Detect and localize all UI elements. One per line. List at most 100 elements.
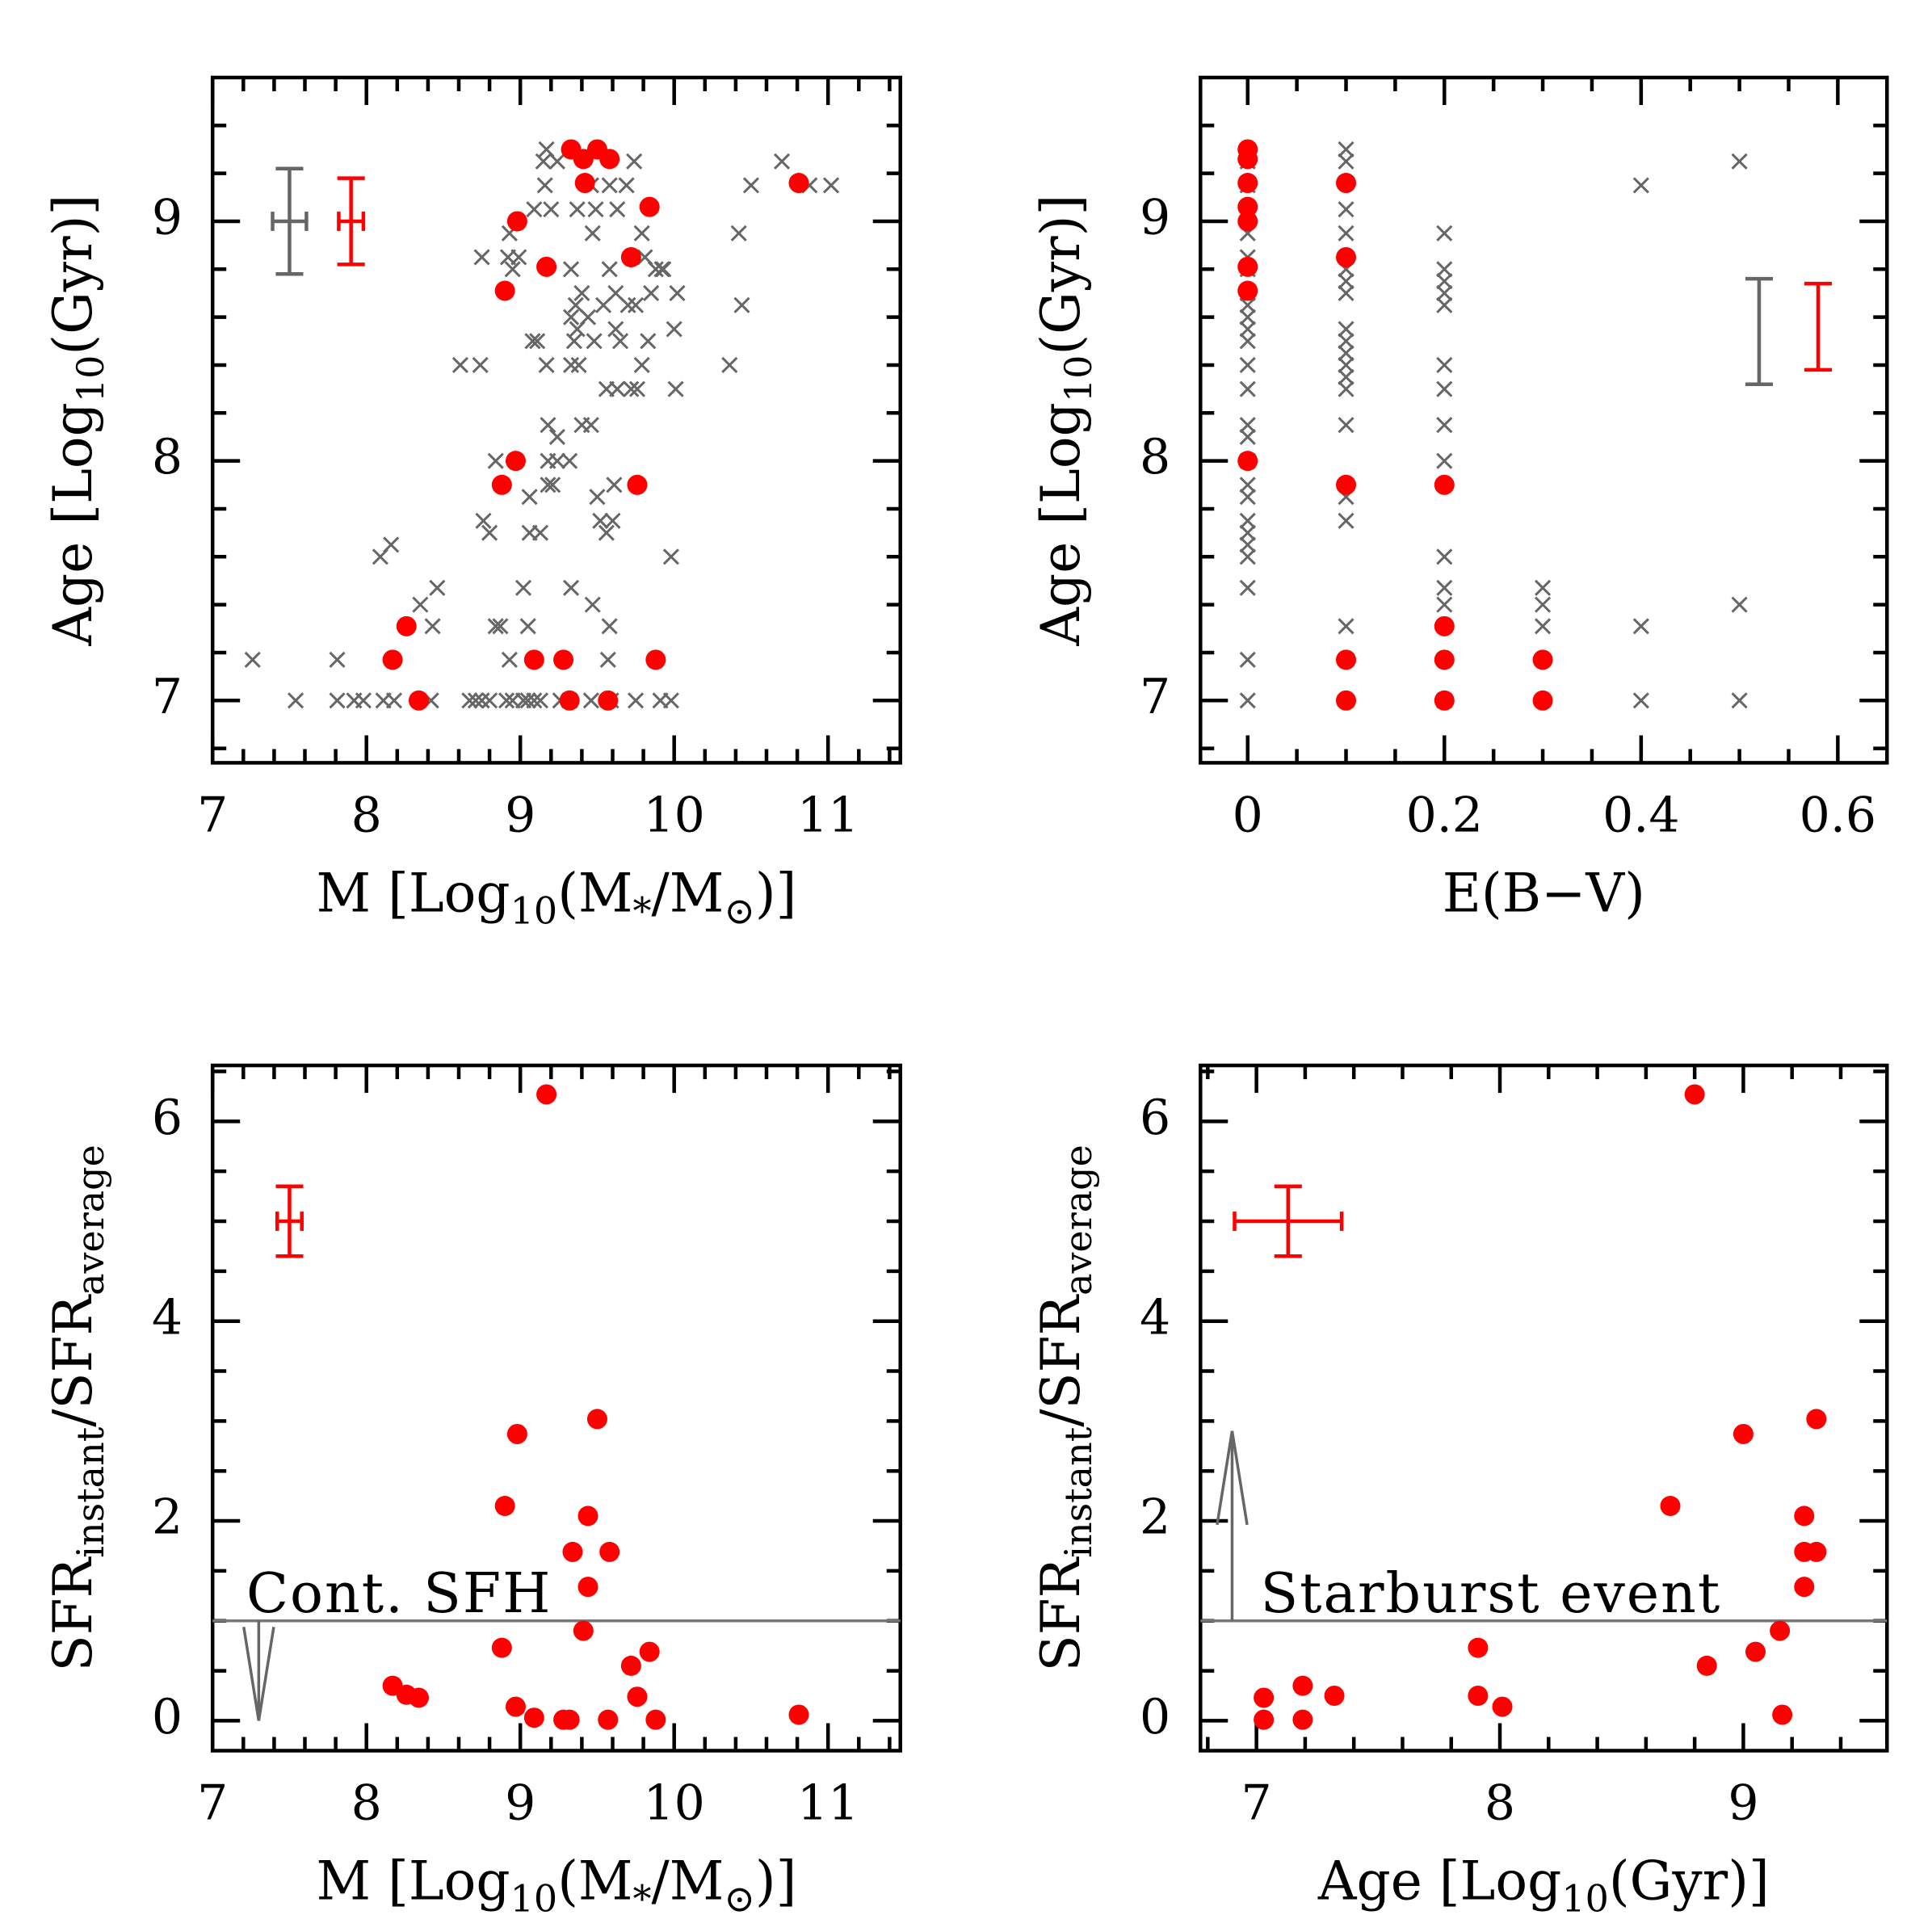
point [1436, 452, 1453, 469]
point [1772, 1704, 1793, 1725]
label-part: * [633, 1877, 652, 1921]
point [461, 692, 478, 709]
point [666, 321, 682, 338]
point [584, 225, 601, 242]
point [1732, 1423, 1754, 1444]
point [582, 417, 599, 434]
point [582, 692, 599, 709]
point [773, 153, 791, 170]
point [526, 201, 543, 218]
point [628, 296, 645, 313]
x-tick-label: 7 [1241, 1775, 1272, 1832]
label-part: )] [755, 1850, 797, 1913]
y-tick-label: 0 [152, 1689, 183, 1745]
point [382, 649, 403, 670]
label-part: (Gyr)] [1609, 1850, 1770, 1913]
point [643, 284, 660, 302]
point [491, 474, 512, 495]
point [531, 692, 549, 709]
label-part: (Gyr)] [42, 195, 104, 355]
point [408, 1687, 429, 1708]
point [626, 153, 643, 170]
x-tick-label: 11 [797, 788, 859, 844]
point [1338, 321, 1354, 338]
point [1434, 649, 1455, 670]
point [1239, 651, 1256, 668]
y-tick-label: 2 [1140, 1489, 1170, 1546]
point [1237, 196, 1258, 217]
point [475, 512, 492, 529]
label-part: /SFR [42, 1294, 104, 1427]
point [606, 477, 623, 494]
point [519, 618, 536, 635]
point [1336, 474, 1357, 495]
label-part: SFR [1030, 1556, 1092, 1671]
point [578, 1506, 598, 1527]
point [1237, 149, 1258, 170]
x-tick-label: 0 [1233, 788, 1263, 844]
point [599, 1541, 620, 1562]
point [1239, 321, 1256, 338]
label-part: average [1056, 1144, 1100, 1296]
point [1806, 1541, 1827, 1562]
x-axis-label: E(B−V) [1443, 863, 1645, 925]
point [559, 1709, 580, 1730]
point [570, 356, 587, 374]
point [498, 692, 515, 709]
point [1436, 261, 1453, 278]
point [452, 356, 468, 374]
point [1731, 692, 1748, 709]
point [1237, 451, 1258, 472]
y-tick-label: 6 [1140, 1090, 1170, 1146]
point [620, 1655, 641, 1676]
point [467, 692, 485, 709]
point [383, 536, 400, 553]
point [1338, 356, 1354, 374]
point [822, 177, 840, 194]
point [1338, 225, 1354, 242]
point [1292, 1675, 1313, 1696]
point [536, 177, 553, 194]
x-axis-label: Age [Log10(Gyr)] [1317, 1850, 1770, 1921]
point [491, 1637, 512, 1658]
point [524, 333, 541, 350]
x-tick-label: 0.4 [1602, 788, 1679, 844]
point [1237, 280, 1258, 301]
point [607, 321, 624, 338]
label-part: Age [Log [1317, 1850, 1562, 1913]
plot-frame [210, 1063, 902, 1753]
point [1338, 284, 1354, 302]
point [492, 618, 509, 635]
point [1770, 1620, 1791, 1641]
point [1254, 1709, 1275, 1730]
point [1436, 296, 1453, 313]
point [639, 1641, 660, 1662]
point [329, 651, 346, 668]
point [562, 261, 580, 278]
point [601, 618, 618, 635]
point [1534, 618, 1552, 635]
point [540, 417, 556, 434]
label-part: (Gyr)] [1030, 195, 1092, 355]
point [655, 261, 672, 278]
point [329, 692, 346, 709]
label-part: 10 [510, 1877, 558, 1921]
point [1806, 1409, 1827, 1430]
point [531, 524, 549, 541]
point [548, 428, 565, 446]
point [1338, 345, 1354, 362]
point [579, 309, 597, 326]
point [1239, 512, 1256, 529]
point [627, 1686, 648, 1707]
point [1338, 273, 1354, 290]
x-tick-label: 9 [505, 788, 536, 844]
x-tick-label: 0.6 [1800, 788, 1876, 844]
point [562, 356, 580, 374]
point [669, 284, 686, 302]
x-tick-label: 0.2 [1406, 788, 1483, 844]
point [494, 1495, 515, 1516]
point [1338, 618, 1354, 635]
point [529, 333, 546, 350]
point [1434, 690, 1455, 711]
point [1532, 649, 1553, 670]
